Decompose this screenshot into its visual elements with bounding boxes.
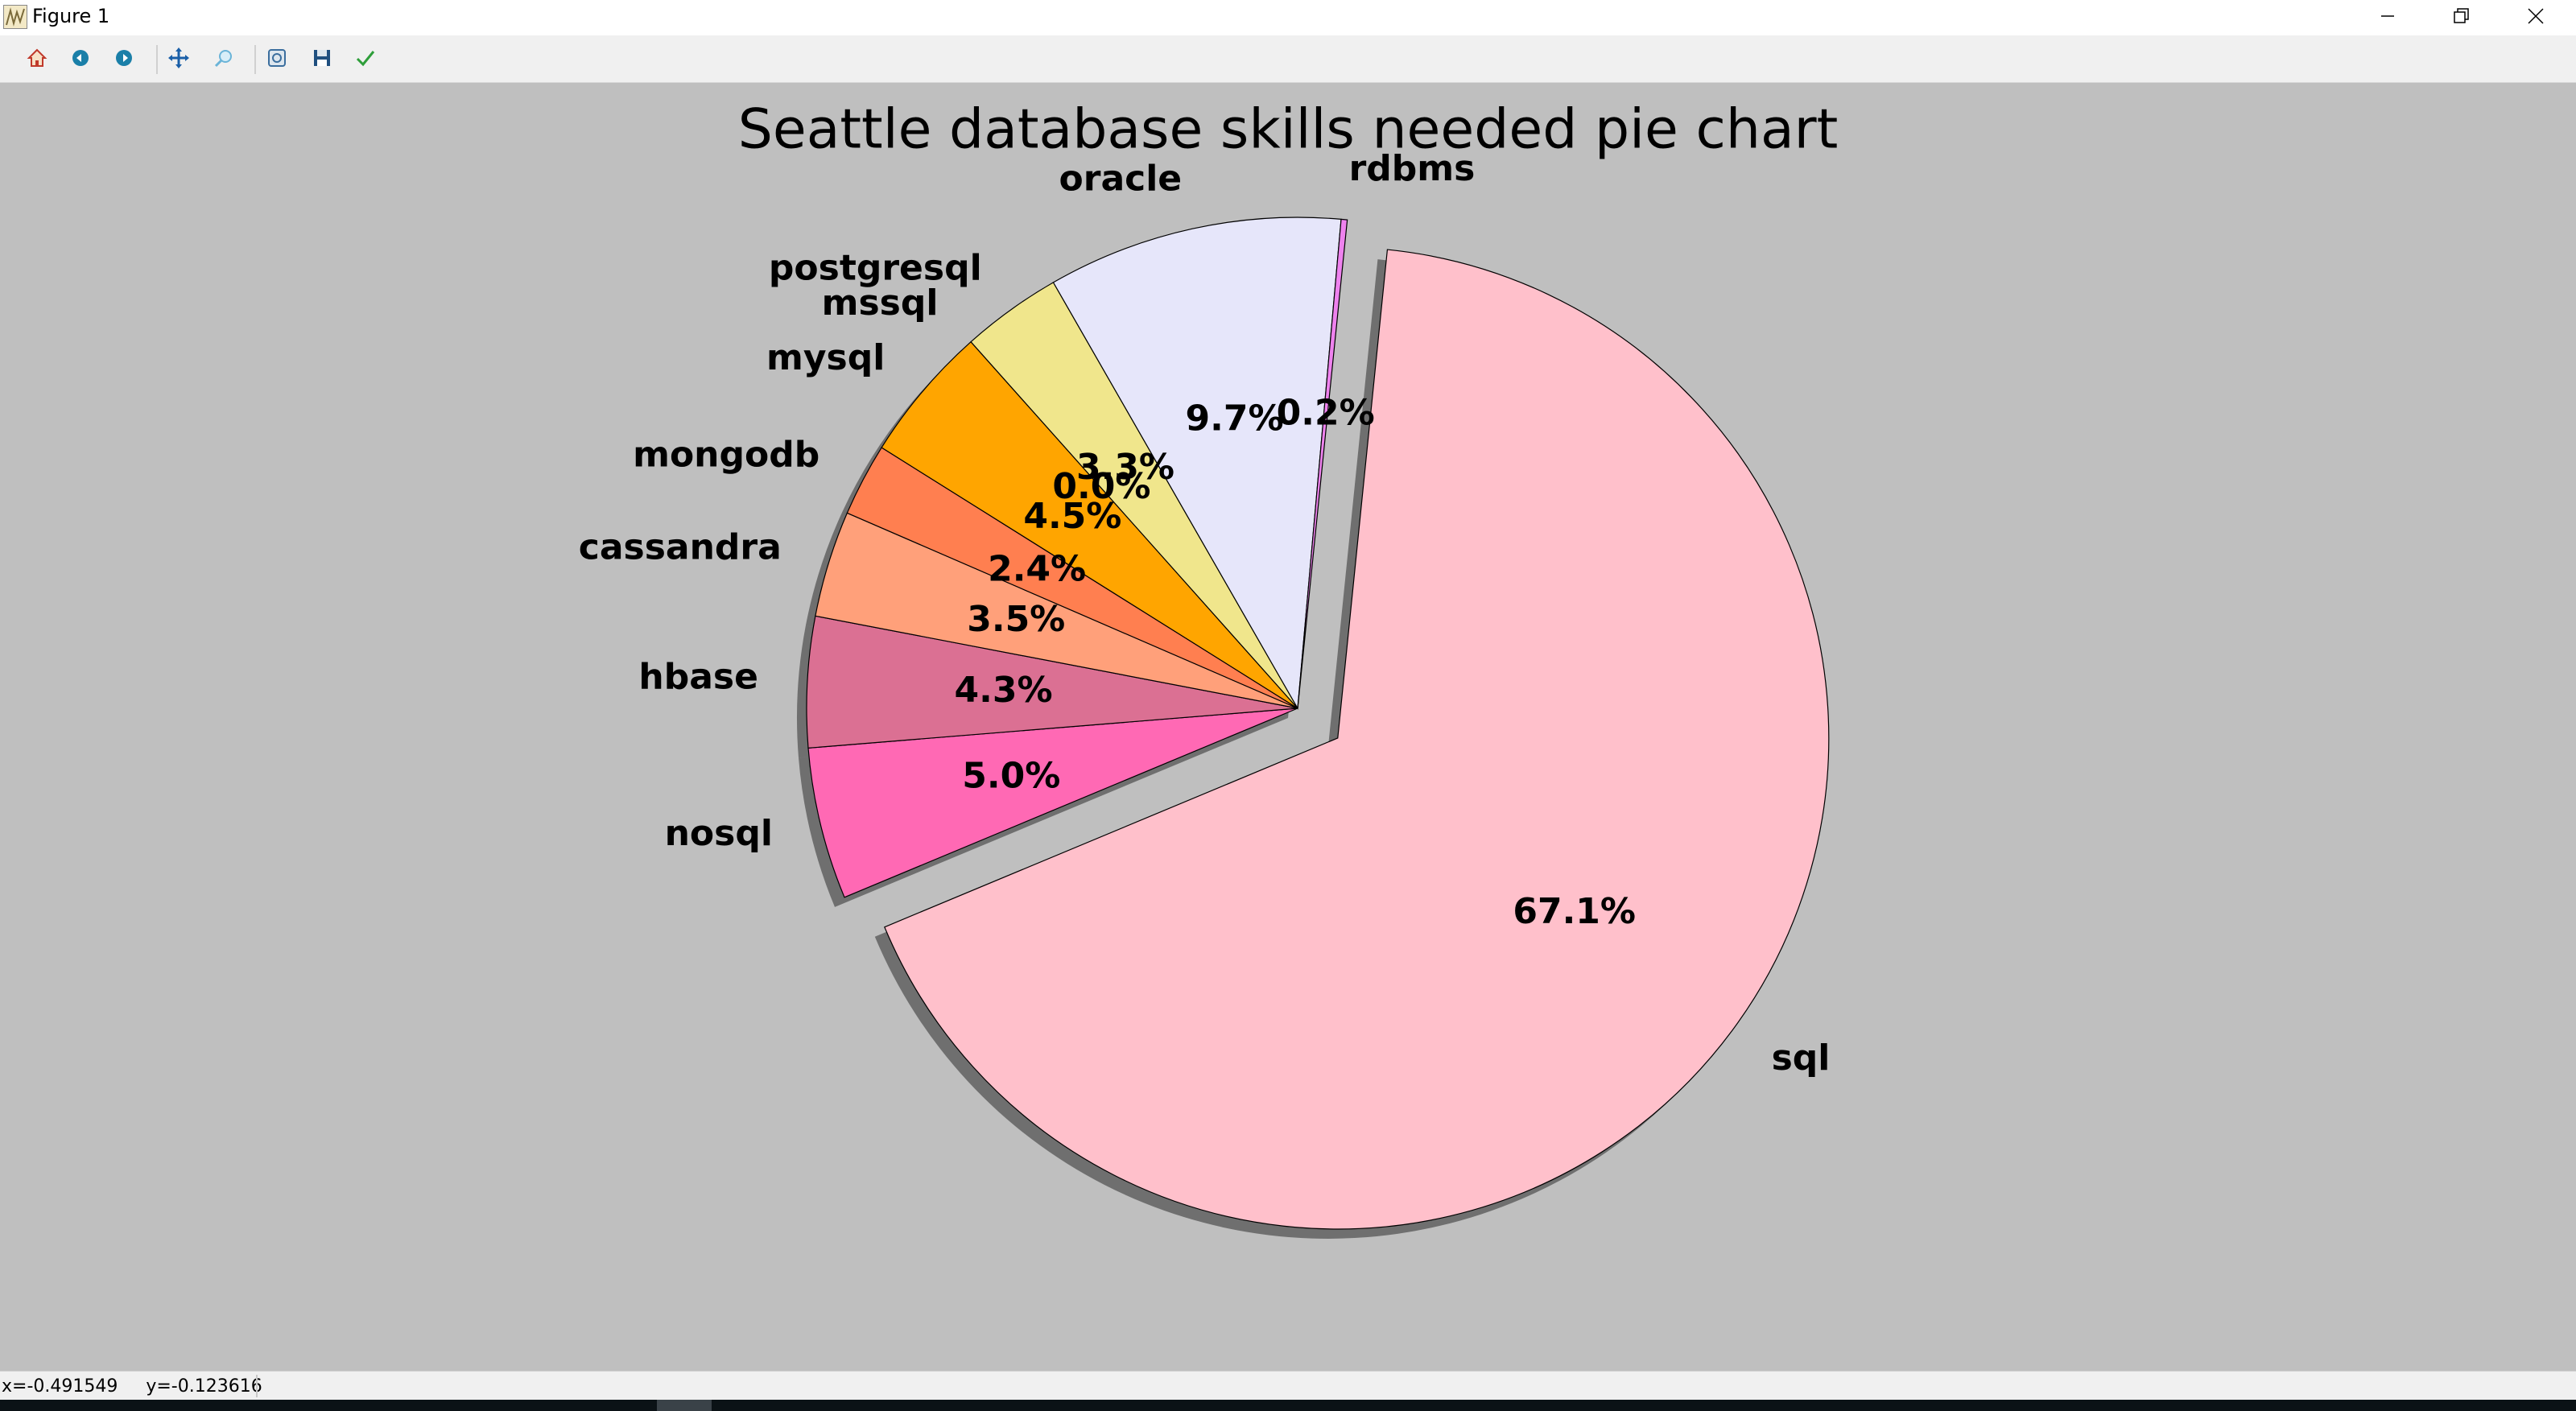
zoom-button[interactable]	[208, 43, 240, 76]
matplotlib-app-icon	[3, 5, 27, 29]
window-titlebar: Figure 1	[0, 0, 2576, 35]
taskbar-active-indicator	[657, 1400, 712, 1411]
configure-subplots-icon	[266, 47, 287, 72]
wedge-sql[interactable]	[884, 249, 1830, 1230]
maximize-button[interactable]	[2425, 0, 2499, 35]
toolbar-separator	[156, 45, 158, 74]
minimize-button[interactable]	[2351, 0, 2425, 35]
save-button[interactable]	[306, 43, 338, 76]
pct-label-postgresql: 3.3%	[1076, 447, 1174, 488]
slice-label-hbase: hbase	[638, 657, 758, 698]
status-divider	[256, 1375, 258, 1397]
back-button[interactable]	[64, 43, 97, 76]
navigation-toolbar	[0, 35, 2576, 83]
pct-label-sql: 67.1%	[1513, 891, 1636, 932]
pie-chart: 67.1% sql 5.0% nosql 4.3% hbase 3.5% cassandra 2…	[579, 98, 1839, 1239]
close-icon	[2527, 7, 2545, 28]
pct-label-mssql: 0.0%	[1052, 466, 1150, 507]
status-bar: x=-0.491549 y=-0.123616	[0, 1371, 2576, 1401]
wedge-mysql[interactable]	[881, 340, 1298, 709]
slice-label-mongodb: mongodb	[633, 434, 819, 475]
zoom-icon	[213, 47, 234, 72]
pct-label-mongodb: 2.4%	[988, 549, 1086, 590]
pan-icon	[168, 47, 189, 72]
forward-arrow-icon	[114, 47, 134, 72]
forward-button[interactable]	[108, 43, 140, 76]
slice-label-cassandra: cassandra	[579, 526, 782, 567]
pct-label-mysql: 4.5%	[1023, 496, 1121, 537]
edit-parameters-icon	[355, 47, 376, 72]
slice-label-nosql: nosql	[665, 813, 773, 854]
slice-label-mssql: mssql	[822, 283, 939, 324]
minimize-icon	[2380, 8, 2396, 27]
configure-subplots-button[interactable]	[261, 43, 293, 76]
wedge-hbase[interactable]	[806, 615, 1298, 749]
back-arrow-icon	[70, 47, 91, 72]
wedge-oracle[interactable]	[1052, 217, 1342, 710]
pan-button[interactable]	[163, 43, 195, 76]
pct-label-rdbms: 0.2%	[1277, 393, 1375, 434]
cursor-coordinates: x=-0.491549 y=-0.123616	[2, 1376, 262, 1397]
slice-label-oracle: oracle	[1059, 159, 1183, 200]
save-icon	[312, 47, 332, 72]
slice-label-postgresql: postgresql	[769, 248, 982, 289]
restore-icon	[2453, 7, 2471, 28]
chart-title: Seattle database skills needed pie chart	[738, 98, 1839, 162]
slice-label-rdbms: rdbms	[1349, 148, 1476, 189]
window-title: Figure 1	[32, 5, 110, 27]
os-taskbar	[0, 1400, 2576, 1411]
pct-label-nosql: 5.0%	[962, 755, 1060, 796]
wedge-nosql[interactable]	[807, 708, 1298, 898]
close-button[interactable]	[2499, 0, 2573, 35]
edit-parameters-button[interactable]	[349, 43, 382, 76]
pct-label-oracle: 9.7%	[1186, 398, 1284, 439]
wedge-rdbms[interactable]	[1297, 218, 1348, 709]
home-icon	[27, 47, 47, 72]
pct-label-cassandra: 3.5%	[967, 599, 1065, 640]
home-button[interactable]	[21, 43, 53, 76]
slice-label-mysql: mysql	[766, 337, 885, 378]
slice-label-sql: sql	[1772, 1038, 1831, 1079]
toolbar-separator	[254, 45, 256, 74]
pct-label-hbase: 4.3%	[955, 670, 1053, 711]
figure-canvas[interactable]: 67.1% sql 5.0% nosql 4.3% hbase 3.5% cassandra 2…	[0, 83, 2576, 1371]
